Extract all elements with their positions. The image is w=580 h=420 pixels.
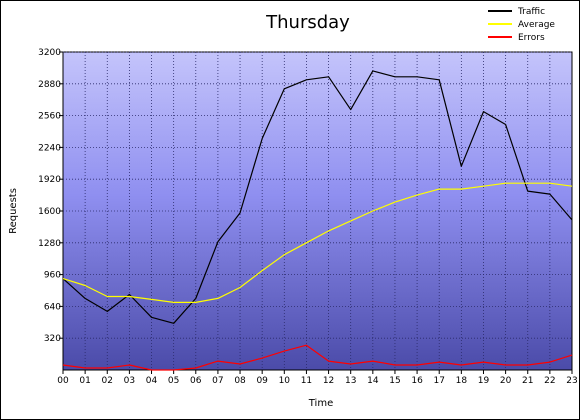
x-tick-label: 01 <box>79 376 90 386</box>
x-tick-label: 04 <box>146 376 158 386</box>
x-tick-label: 11 <box>301 376 312 386</box>
y-tick-label: 320 <box>44 334 61 344</box>
series <box>62 70 573 371</box>
y-tick-label: 2880 <box>38 80 61 90</box>
series-line-errors <box>62 344 573 371</box>
x-tick-label: 20 <box>500 376 512 386</box>
x-tick-label: 15 <box>389 376 400 386</box>
x-tick-label: 22 <box>544 376 555 386</box>
x-tick-label: 23 <box>566 376 577 386</box>
y-tick-label: 1600 <box>38 207 61 217</box>
chart-title: Thursday <box>265 12 350 33</box>
legend-label-traffic: Traffic <box>517 7 545 17</box>
x-tick-label: 16 <box>411 376 423 386</box>
y-tick-label: 1280 <box>38 239 61 249</box>
y-tick-label: 2560 <box>38 112 61 122</box>
x-tick-label: 08 <box>234 376 246 386</box>
x-tick-label: 17 <box>433 376 444 386</box>
x-tick-label: 02 <box>102 376 113 386</box>
y-axis-label: Requests <box>8 188 19 234</box>
y-axis: 320 640 960 1280 1600 1920 2240 2560 2880 3200 <box>38 48 63 344</box>
y-tick-label: 1920 <box>38 175 61 185</box>
x-tick-label: 13 <box>345 376 356 386</box>
x-tick-label: 05 <box>168 376 179 386</box>
y-tick-label: 640 <box>44 302 61 312</box>
x-tick-label: 10 <box>279 376 291 386</box>
y-tick-label: 2240 <box>38 143 61 153</box>
x-tick-label: 19 <box>478 376 490 386</box>
series-line-traffic <box>62 70 573 324</box>
x-tick-label: 12 <box>323 376 334 386</box>
series-line-average <box>62 182 573 303</box>
legend: Traffic Average Errors <box>488 7 555 43</box>
x-tick-label: 03 <box>124 376 135 386</box>
x-axis: 00 01 02 03 04 05 06 07 08 09 10 11 12 13 14 15 16 17 18 19… <box>57 370 578 386</box>
x-axis-label: Time <box>308 398 333 409</box>
y-tick-label: 960 <box>44 271 61 281</box>
legend-label-errors: Errors <box>518 33 545 43</box>
y-tick-label: 3200 <box>38 48 61 58</box>
x-tick-label: 00 <box>57 376 69 386</box>
x-tick-label: 21 <box>522 376 533 386</box>
x-tick-label: 14 <box>367 376 379 386</box>
x-tick-label: 07 <box>212 376 223 386</box>
x-tick-label: 09 <box>256 376 268 386</box>
x-tick-label: 06 <box>190 376 202 386</box>
x-tick-label: 18 <box>456 376 468 386</box>
legend-label-average: Average <box>518 20 555 30</box>
